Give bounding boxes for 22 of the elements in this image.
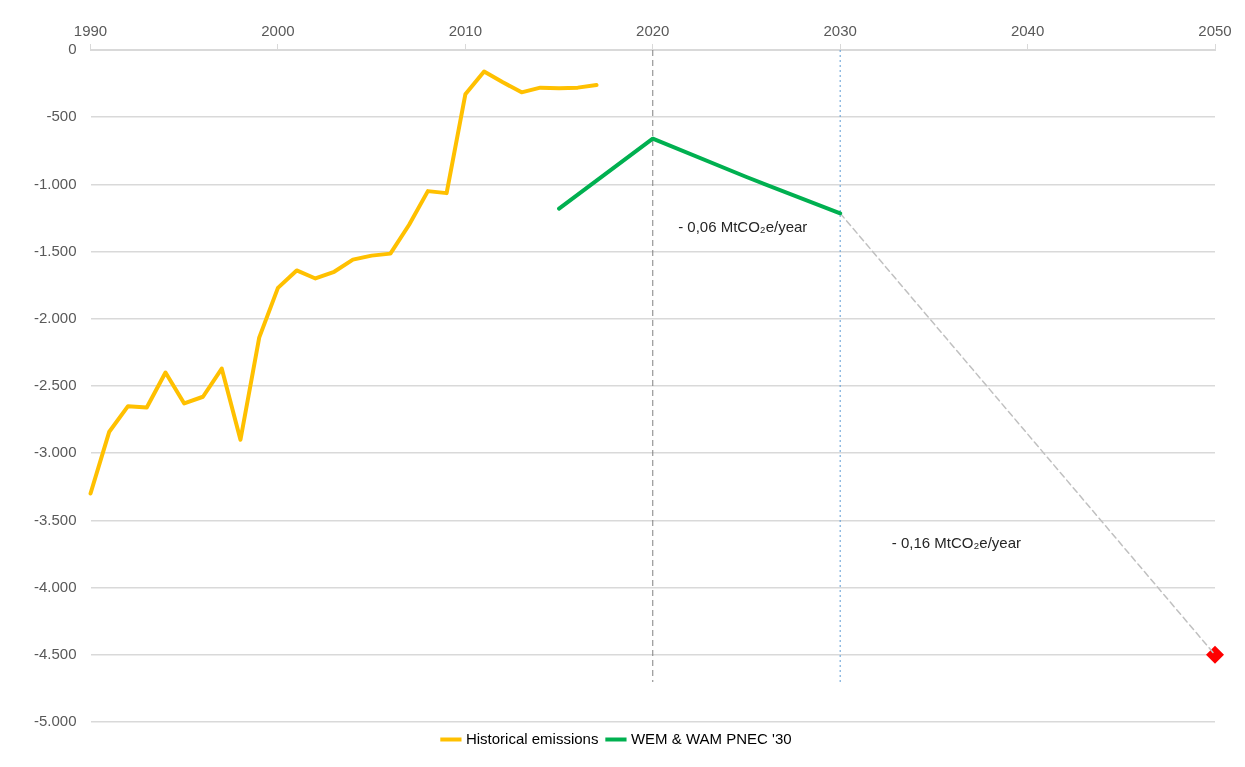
y-tick-label: -5.000: [33, 712, 77, 730]
y-tick-label: 0: [68, 40, 77, 58]
y-tick-label: -3.500: [33, 510, 77, 528]
y-tick-label: -500: [46, 107, 77, 125]
x-tick-label: 2020: [636, 22, 670, 40]
legend-label: WEM & WAM PNEC '30: [630, 729, 792, 747]
y-tick-label: -2.500: [33, 376, 77, 394]
x-tick-label: 2010: [448, 22, 483, 40]
y-tick-label: -3.000: [33, 443, 77, 461]
x-tick-label: 2030: [823, 22, 857, 40]
x-tick-label: 1990: [73, 22, 108, 40]
annotation: - 0,06 MtCO₂e/year: [678, 218, 808, 236]
y-tick-label: -4.500: [33, 644, 77, 662]
x-tick-label: 2040: [1010, 22, 1045, 40]
legend-label: Historical emissions: [465, 729, 599, 747]
y-tick-label: -1.000: [33, 174, 77, 192]
y-tick-label: -4.000: [33, 577, 77, 595]
y-tick-label: -2.000: [33, 308, 77, 326]
x-tick-label: 2050: [1198, 22, 1232, 40]
y-tick-label: -1.500: [33, 241, 77, 259]
annotation: - 0,16 MtCO₂e/year: [891, 534, 1021, 552]
x-tick-label: 2000: [261, 22, 295, 40]
